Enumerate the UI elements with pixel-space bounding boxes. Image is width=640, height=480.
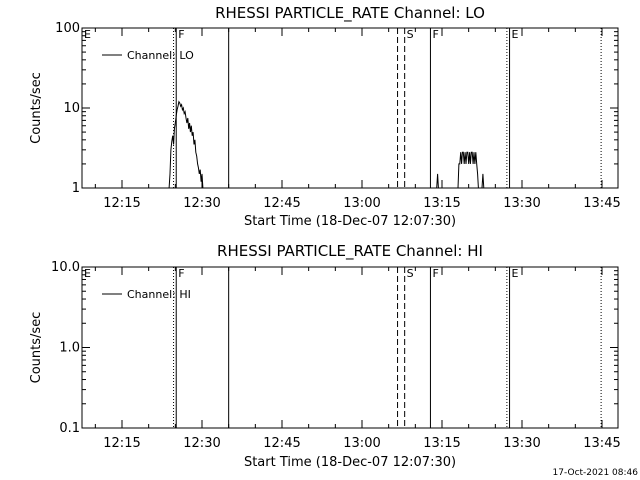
x-tick-label: 13:15 <box>423 436 460 451</box>
legend-entry: Channel: HI <box>127 288 191 301</box>
event-marker-label: S <box>407 28 414 41</box>
y-tick-label: 1.0 <box>59 341 80 356</box>
event-marker-label: F <box>178 28 184 41</box>
y-axis-label: Counts/sec <box>29 312 44 384</box>
x-tick-label: 13:45 <box>583 436 620 451</box>
x-tick-label: 12:30 <box>183 436 220 451</box>
event-marker-label: E <box>84 267 91 280</box>
y-tick-label: 10.0 <box>51 260 80 275</box>
event-marker-label: F <box>178 267 184 280</box>
event-marker-label: F <box>432 267 438 280</box>
y-tick-label: 0.1 <box>59 421 80 436</box>
event-marker-label: E <box>512 267 519 280</box>
x-axis-label: Start Time (18-Dec-07 12:07:30) <box>244 455 456 470</box>
x-tick-label: 13:30 <box>503 196 540 211</box>
chart-title: RHESSI PARTICLE_RATE Channel: HI <box>217 242 483 261</box>
x-tick-label: 13:45 <box>583 196 620 211</box>
x-tick-label: 13:00 <box>343 436 380 451</box>
event-marker-label: E <box>84 28 91 41</box>
y-tick-label: 100 <box>55 21 80 36</box>
x-tick-label: 12:30 <box>183 196 220 211</box>
x-tick-label: 12:45 <box>263 436 300 451</box>
x-tick-label: 12:15 <box>103 196 140 211</box>
timestamp-footer: 17-Oct-2021 08:46 <box>553 468 639 478</box>
x-tick-label: 13:30 <box>503 436 540 451</box>
y-axis-label: Counts/sec <box>29 72 44 144</box>
legend-entry: Channel: LO <box>127 49 194 62</box>
y-tick-label: 10 <box>63 101 80 116</box>
x-tick-label: 12:15 <box>103 436 140 451</box>
x-tick-label: 13:00 <box>343 196 380 211</box>
lo-channel-panel: RHESSI PARTICLE_RATE Channel: LO 1 10 100 12… <box>29 4 621 229</box>
y-tick-label: 1 <box>72 181 80 196</box>
event-marker-label: E <box>512 28 519 41</box>
chart-title: RHESSI PARTICLE_RATE Channel: LO <box>215 4 485 23</box>
x-tick-label: 12:45 <box>263 196 300 211</box>
hi-channel-panel: RHESSI PARTICLE_RATE Channel: HI 0.1 1.0 10… <box>29 242 621 470</box>
series-line <box>168 100 485 188</box>
event-marker-label: S <box>407 267 414 280</box>
event-marker-label: F <box>432 28 438 41</box>
x-tick-label: 13:15 <box>423 196 460 211</box>
x-axis-label: Start Time (18-Dec-07 12:07:30) <box>244 214 456 229</box>
